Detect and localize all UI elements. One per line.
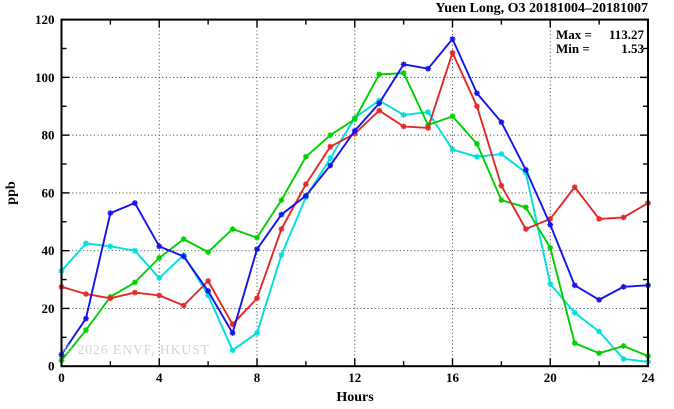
min-label: Min = xyxy=(556,41,590,56)
maxmin-annotation: Max = 113.27 Min = 1.53 xyxy=(556,28,644,56)
y-axis-label: ppb xyxy=(4,181,19,205)
watermark: © 2026 ENVF, HKUST xyxy=(62,342,210,357)
series-markers-day-red xyxy=(58,49,651,328)
series-markers-day-cyan xyxy=(58,97,651,365)
series-day-cyan xyxy=(58,97,651,365)
x-tick-label: 20 xyxy=(544,370,557,385)
x-tick-label: 16 xyxy=(446,370,460,385)
max-label: Max = xyxy=(556,27,592,42)
x-tick-label: 24 xyxy=(642,370,656,385)
x-tick-label: 0 xyxy=(58,370,65,385)
y-tick-label: 80 xyxy=(42,128,55,143)
y-tick-label: 100 xyxy=(35,70,55,85)
y-tick-label: 40 xyxy=(42,243,55,258)
plot-frame xyxy=(60,18,649,368)
tick-labels: 0 20 40 60 80 100 120 0 4 8 12 16 20 24 xyxy=(35,12,655,385)
gridlines xyxy=(61,19,648,367)
min-row: Min = 1.53 xyxy=(556,42,644,56)
chart-title: Yuen Long, O3 20181004–20181007 xyxy=(435,1,648,16)
series-day-red xyxy=(58,49,651,328)
max-row: Max = 113.27 xyxy=(556,28,644,42)
x-tick-label: 12 xyxy=(348,370,361,385)
min-value: 1.53 xyxy=(621,41,644,56)
x-tick-label: 4 xyxy=(156,370,163,385)
y-tick-label: 20 xyxy=(42,301,55,316)
y-tick-label: 0 xyxy=(48,359,55,374)
max-value: 113.27 xyxy=(608,27,644,42)
y-tick-label: 120 xyxy=(35,12,55,27)
y-tick-label: 60 xyxy=(42,185,55,200)
x-tick-label: 8 xyxy=(254,370,261,385)
x-axis-label: Hours xyxy=(336,390,374,405)
